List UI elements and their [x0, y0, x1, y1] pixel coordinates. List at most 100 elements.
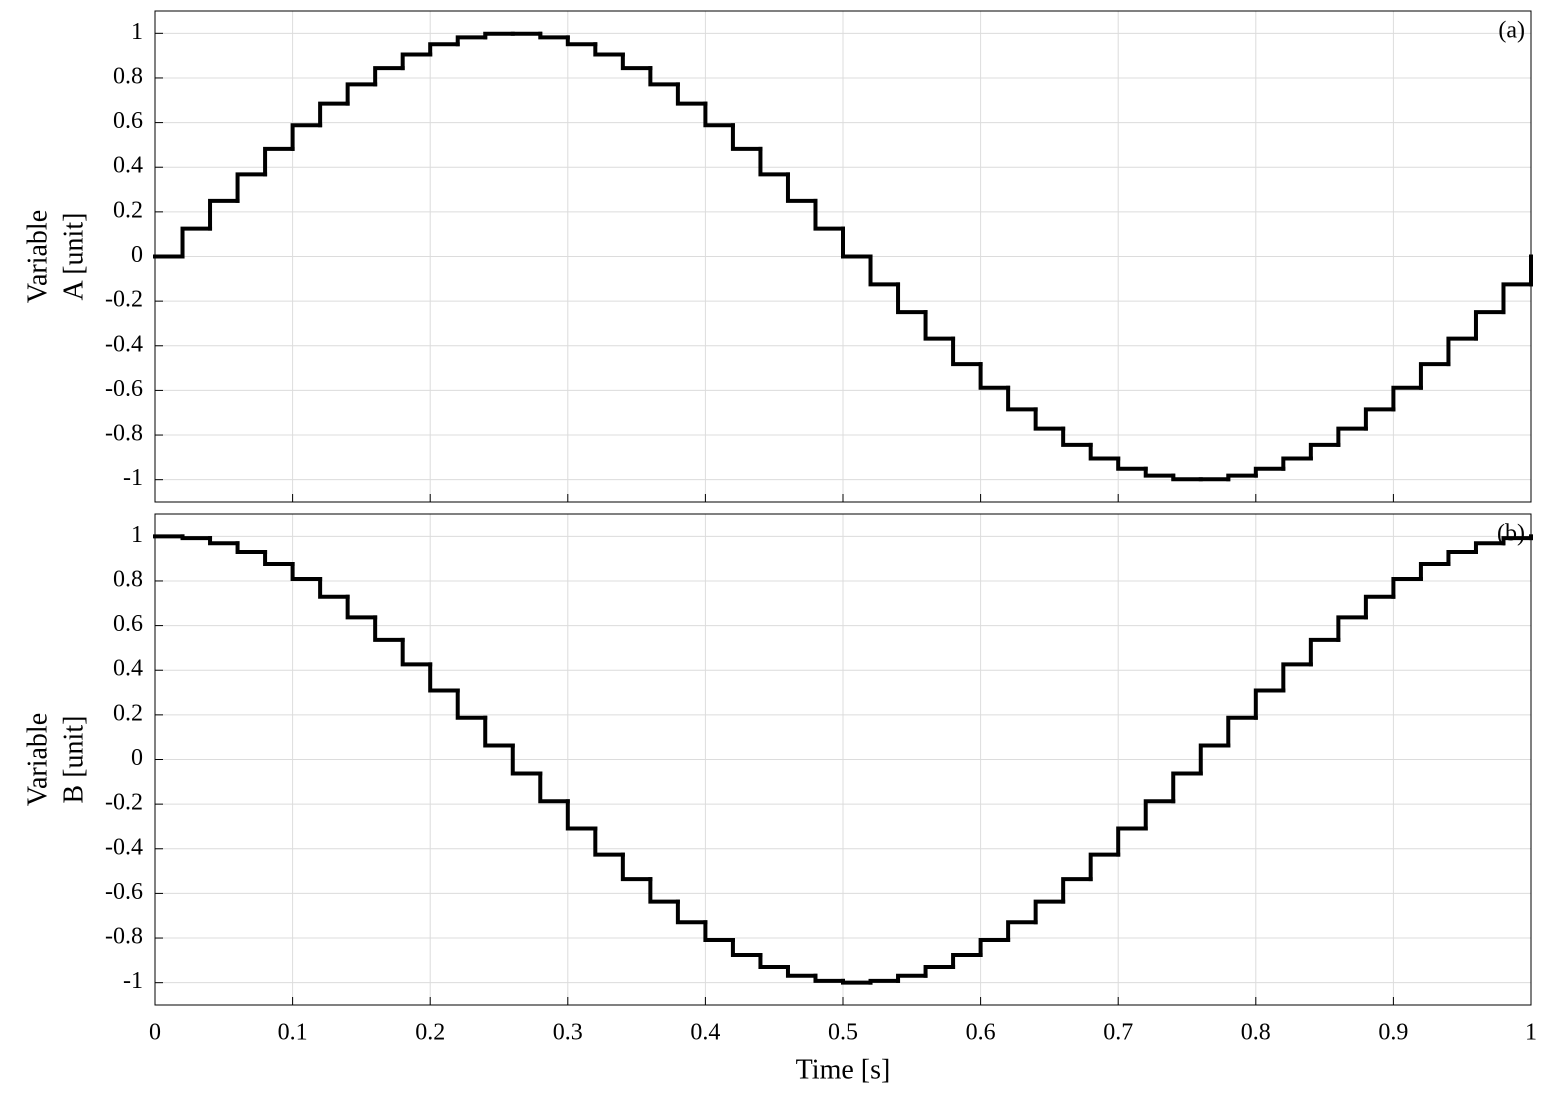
step-segment	[1116, 456, 1148, 471]
step-segment	[263, 146, 295, 177]
step-segment	[896, 282, 928, 315]
x-tick-label: 0.3	[553, 1020, 583, 1046]
step-segment	[923, 310, 956, 341]
step-segment	[1006, 385, 1038, 412]
step-segment	[1391, 385, 1423, 412]
y-tick-label: 0.2	[113, 700, 143, 726]
y-tick-label: 0.6	[113, 108, 143, 134]
y-tick-label: -0.6	[105, 879, 143, 905]
step-segment	[1253, 688, 1286, 720]
y-axis-label: B [unit]	[58, 716, 89, 804]
step-segment	[978, 362, 1011, 390]
y-tick-label: 1	[131, 19, 143, 45]
step-segment	[813, 973, 845, 983]
step-segment	[1226, 715, 1258, 748]
step-segment	[483, 31, 515, 40]
step-segment	[290, 561, 323, 581]
step-segment	[290, 123, 323, 151]
step-segment	[1116, 826, 1148, 857]
x-tick-label: 0.1	[278, 1020, 308, 1046]
step-segment	[1143, 466, 1176, 478]
step-segment	[565, 799, 598, 831]
step-segment	[1088, 852, 1121, 882]
step-segment	[235, 172, 268, 203]
step-segment	[1033, 899, 1066, 925]
step-segment	[923, 965, 956, 978]
step-segment	[318, 101, 350, 128]
plot-frame	[154, 513, 1532, 1006]
step-segment	[538, 771, 570, 804]
y-axis-label: Variable	[22, 210, 53, 303]
step-segment	[1418, 362, 1451, 390]
step-segment	[345, 82, 378, 106]
x-tick-label: 0.6	[966, 1020, 996, 1046]
step-segment	[180, 534, 213, 541]
step-segment	[208, 198, 240, 231]
step-segment	[703, 920, 735, 943]
x-tick-label: 0.5	[828, 1020, 858, 1046]
y-tick-label: 0.2	[113, 197, 143, 223]
step-segment	[675, 899, 708, 925]
y-tick-label: 0.8	[113, 566, 143, 592]
step-segment	[455, 35, 488, 47]
y-tick-label: -0.4	[105, 331, 143, 357]
y-axis-label: A [unit]	[58, 213, 89, 301]
y-tick-label: -0.2	[105, 790, 143, 816]
x-tick-label: 1	[1525, 1020, 1537, 1046]
step-segment	[841, 226, 873, 259]
step-segment	[1281, 662, 1313, 693]
step-segment	[1226, 473, 1258, 482]
step-segment	[593, 42, 625, 57]
step-segment	[1171, 771, 1203, 804]
y-tick-label: 1	[131, 522, 143, 548]
panel-label: (a)	[1498, 18, 1525, 44]
y-tick-label: 0	[131, 745, 143, 771]
step-segment	[1336, 615, 1368, 642]
y-tick-label: 0.4	[113, 153, 143, 179]
step-segment	[565, 35, 598, 47]
x-tick-label: 0.4	[690, 1020, 720, 1046]
x-axis-label: Time [s]	[796, 1054, 891, 1085]
step-segment	[730, 123, 763, 151]
step-segment	[785, 965, 818, 978]
step-segment	[1336, 426, 1368, 447]
y-tick-label: -0.2	[105, 287, 143, 313]
y-tick-label: -0.6	[105, 376, 143, 402]
step-segment	[648, 66, 680, 87]
step-segment	[675, 82, 708, 106]
step-segment	[373, 615, 405, 642]
x-tick-label: 0.9	[1378, 1020, 1408, 1046]
step-segment	[1446, 336, 1478, 367]
step-segment	[978, 938, 1011, 958]
step-segment	[620, 52, 653, 71]
x-tick-label: 0.8	[1241, 1020, 1271, 1046]
y-tick-label: -0.4	[105, 834, 143, 860]
step-segment	[318, 576, 350, 599]
x-tick-label: 0.2	[415, 1020, 445, 1046]
step-segment	[1391, 576, 1423, 599]
step-segment	[1501, 282, 1533, 315]
y-axis-label: Variable	[22, 713, 53, 806]
step-segment	[785, 172, 818, 203]
step-segment	[593, 826, 625, 857]
step-segment	[1088, 442, 1121, 461]
step-segment	[1061, 426, 1093, 447]
step-segment	[180, 226, 213, 259]
step-segment	[813, 198, 845, 231]
step-segment	[400, 52, 433, 71]
step-segment	[868, 978, 901, 985]
step-segment	[1473, 541, 1506, 554]
step-segment	[400, 637, 433, 667]
step-segment	[208, 536, 240, 546]
x-tick-label: 0.7	[1103, 1020, 1133, 1046]
step-segment	[758, 146, 790, 177]
step-segment	[428, 42, 460, 57]
step-segment	[758, 953, 790, 970]
step-segment	[510, 743, 543, 776]
step-segment	[1501, 536, 1533, 546]
step-segment	[951, 953, 983, 970]
y-tick-label: -1	[123, 465, 143, 491]
y-tick-label: 0.6	[113, 611, 143, 637]
step-segment	[648, 877, 680, 904]
